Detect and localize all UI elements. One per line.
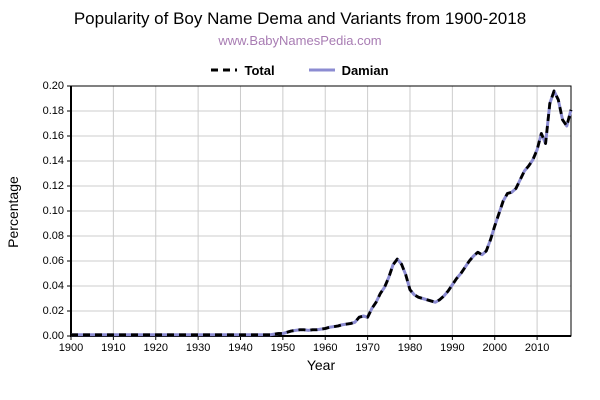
x-tick-label: 1990 xyxy=(440,342,465,354)
damian-solid-line-swatch-icon xyxy=(308,68,335,72)
y-tick-label: 0.10 xyxy=(42,204,64,217)
series-line-total xyxy=(71,89,573,337)
x-tick-label: 2000 xyxy=(482,342,507,354)
total-dashed-line-swatch-icon xyxy=(211,68,238,72)
y-tick-label: 0.08 xyxy=(42,229,64,242)
y-tick-label: 0.18 xyxy=(42,104,64,117)
x-axis-title: Year xyxy=(306,357,336,373)
x-tick-label: 1900 xyxy=(58,342,84,354)
x-tick-label: 1920 xyxy=(143,342,168,354)
y-tick-label: 0.06 xyxy=(42,254,64,267)
series-line-damian xyxy=(71,89,573,337)
chart-legend: Total Damian xyxy=(0,60,600,80)
legend-item-total: Total xyxy=(211,62,275,78)
y-tick-label: 0.12 xyxy=(42,179,64,192)
y-tick-label: 0.04 xyxy=(42,279,64,292)
page-subtitle: www.BabyNamesPedia.com xyxy=(218,33,382,48)
page-title: Popularity of Boy Name Dema and Variants… xyxy=(73,9,527,28)
y-tick-label: 0.00 xyxy=(42,329,64,342)
y-tick-label: 0.14 xyxy=(42,154,64,167)
y-tick-label: 0.20 xyxy=(42,79,64,92)
x-tick-label: 1970 xyxy=(355,342,380,354)
legend-item-damian: Damian xyxy=(308,62,389,78)
y-axis-title: Percentage xyxy=(5,176,21,248)
x-tick-label: 2010 xyxy=(524,342,550,354)
legend-label-total: Total xyxy=(244,62,275,78)
x-tick-label: 1930 xyxy=(185,342,211,354)
x-tick-label: 1950 xyxy=(270,342,296,354)
y-tick-label: 0.16 xyxy=(42,129,64,142)
x-tick-label: 1910 xyxy=(101,342,126,354)
x-tick-label: 1980 xyxy=(397,342,423,354)
x-tick-label: 1940 xyxy=(228,342,253,354)
x-tick-label: 1960 xyxy=(312,342,338,354)
y-tick-label: 0.02 xyxy=(42,304,64,317)
legend-label-damian: Damian xyxy=(341,62,389,78)
